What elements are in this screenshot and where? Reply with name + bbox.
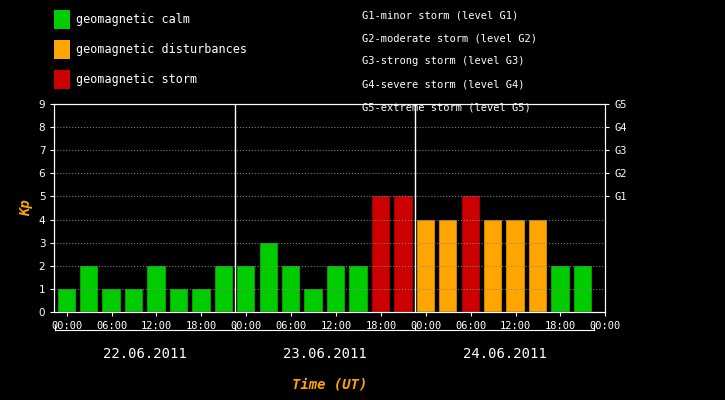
Bar: [529, 220, 547, 312]
Bar: [125, 289, 144, 312]
Bar: [394, 196, 413, 312]
Text: geomagnetic disturbances: geomagnetic disturbances: [76, 43, 247, 56]
Bar: [102, 289, 121, 312]
Text: G2-moderate storm (level G2): G2-moderate storm (level G2): [362, 33, 537, 43]
Bar: [484, 220, 502, 312]
Text: G4-severe storm (level G4): G4-severe storm (level G4): [362, 80, 525, 90]
Bar: [80, 266, 99, 312]
Bar: [215, 266, 233, 312]
Text: geomagnetic calm: geomagnetic calm: [76, 13, 190, 26]
Text: G1-minor storm (level G1): G1-minor storm (level G1): [362, 10, 519, 20]
Bar: [304, 289, 323, 312]
Bar: [372, 196, 390, 312]
Bar: [573, 266, 592, 312]
Bar: [260, 243, 278, 312]
Bar: [147, 266, 166, 312]
Bar: [462, 196, 480, 312]
Bar: [349, 266, 368, 312]
Text: G5-extreme storm (level G5): G5-extreme storm (level G5): [362, 103, 531, 113]
Bar: [506, 220, 525, 312]
Text: Time (UT): Time (UT): [292, 377, 368, 391]
Bar: [327, 266, 345, 312]
Bar: [192, 289, 210, 312]
Bar: [57, 289, 76, 312]
Bar: [282, 266, 300, 312]
Bar: [551, 266, 570, 312]
Text: 24.06.2011: 24.06.2011: [463, 347, 546, 361]
Bar: [439, 220, 457, 312]
Bar: [417, 220, 435, 312]
Y-axis label: Kp: Kp: [19, 200, 33, 216]
Text: 22.06.2011: 22.06.2011: [104, 347, 187, 361]
Bar: [170, 289, 188, 312]
Text: geomagnetic storm: geomagnetic storm: [76, 73, 197, 86]
Text: G3-strong storm (level G3): G3-strong storm (level G3): [362, 56, 525, 66]
Bar: [237, 266, 255, 312]
Text: 23.06.2011: 23.06.2011: [283, 347, 367, 361]
